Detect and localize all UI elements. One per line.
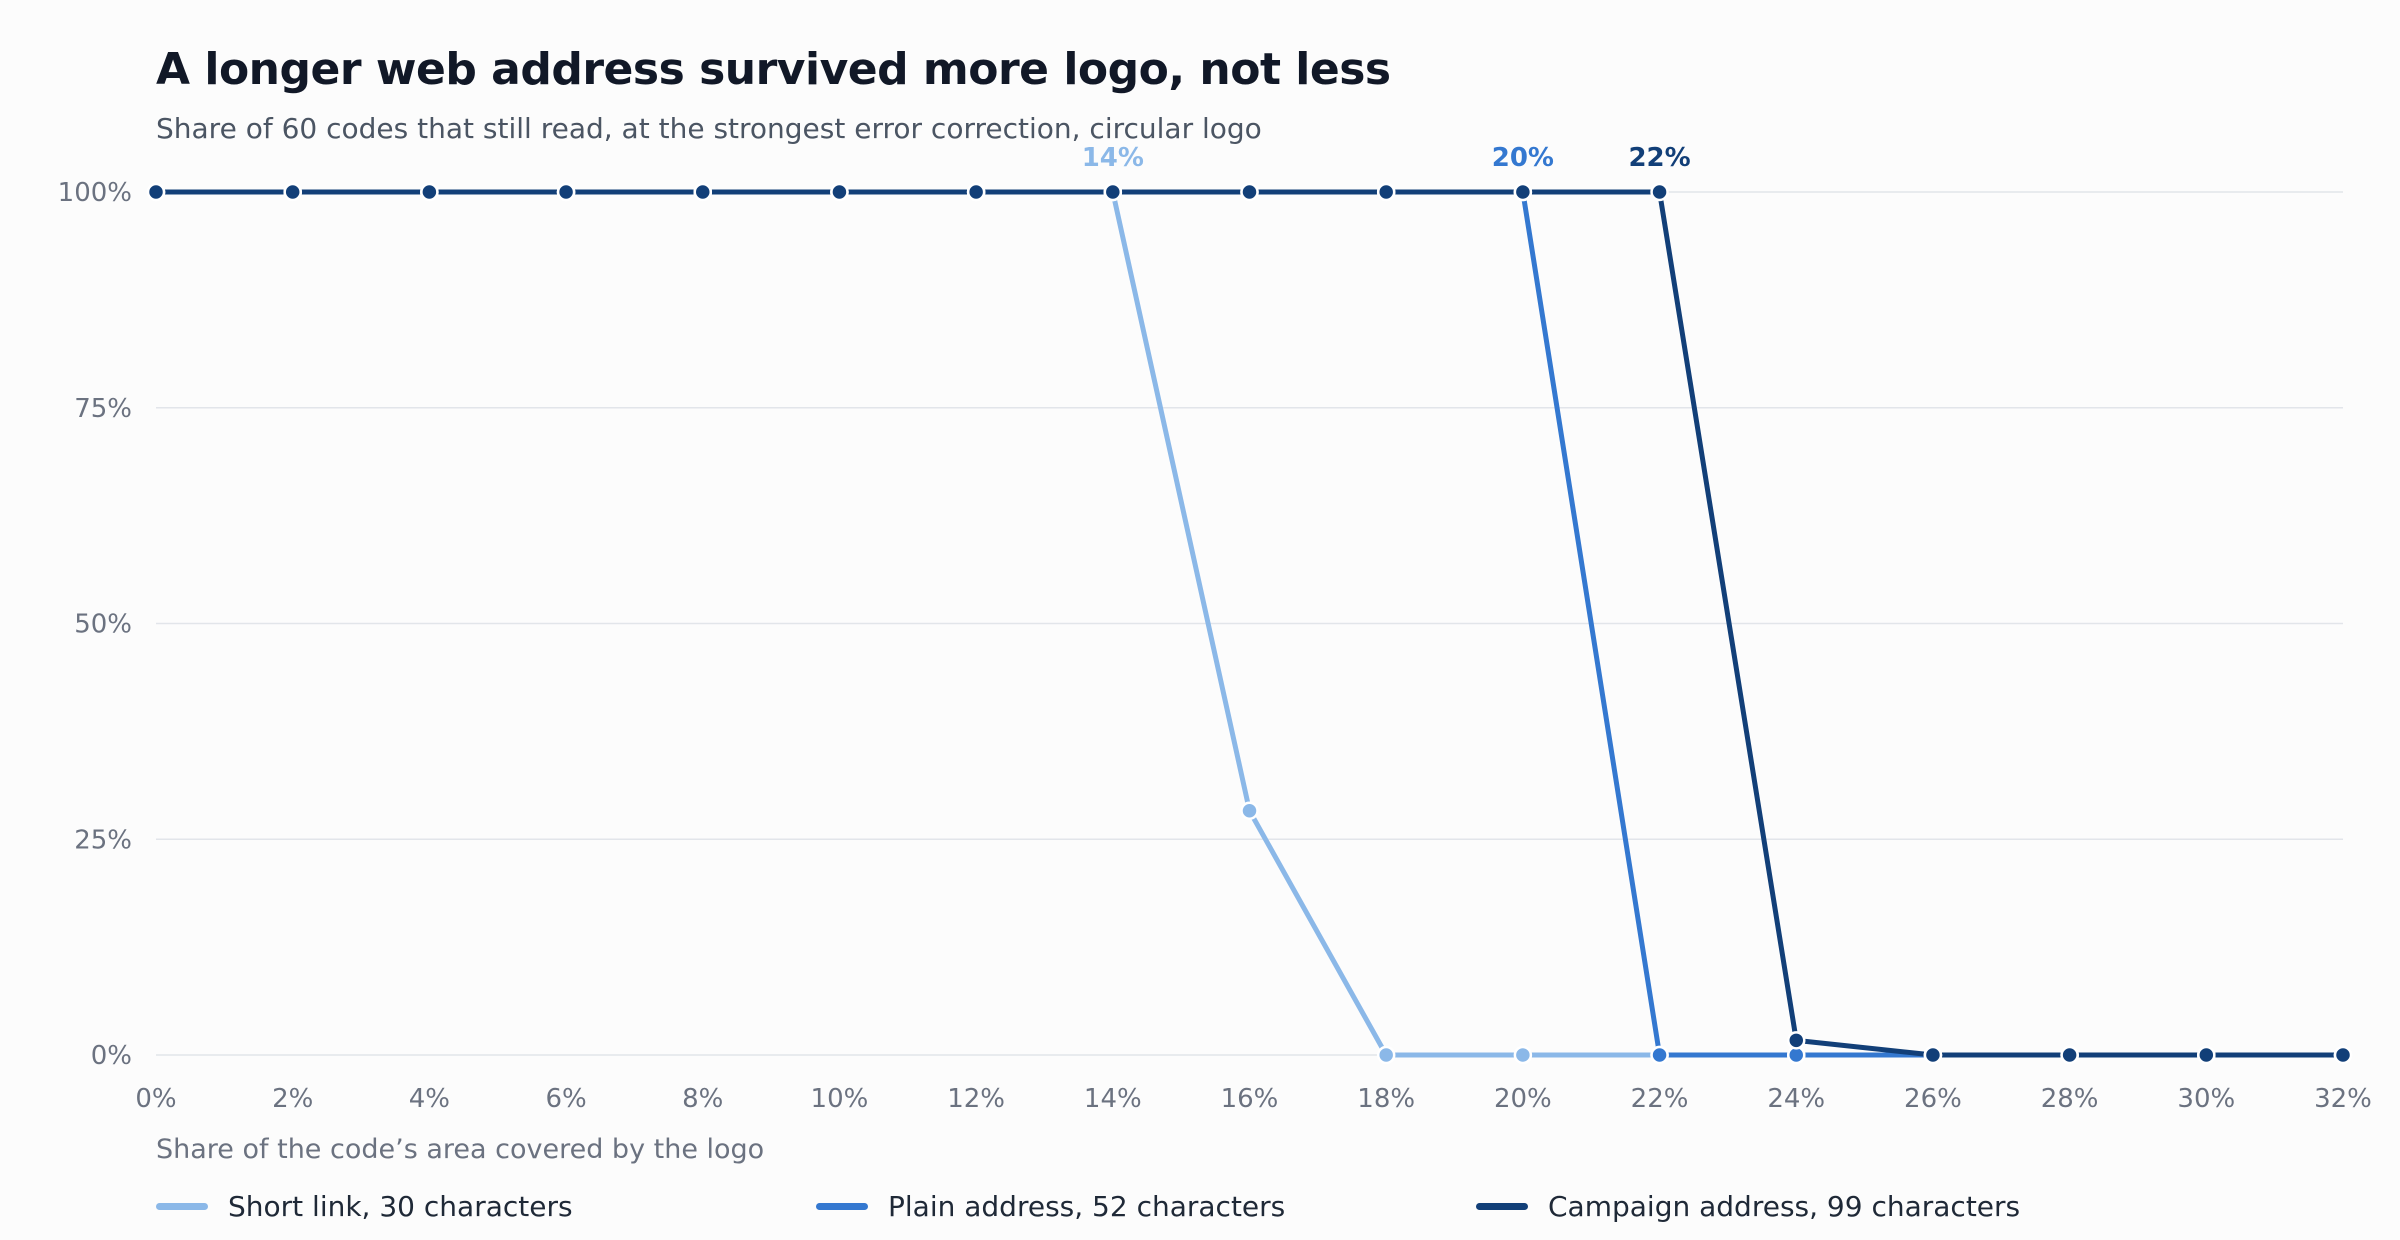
data-point-series-2 [1240,182,1259,202]
x-tick-label: 4% [409,1084,450,1114]
data-point-series-0 [1240,801,1259,821]
legend-swatch-short-link [156,1202,208,1210]
y-tick-label: 50% [74,610,132,640]
legend-item-short-link: Short link, 30 characters [156,1186,573,1226]
x-tick-label: 24% [1767,1084,1825,1114]
x-tick-label: 8% [682,1084,723,1114]
x-tick-label: 2% [272,1084,313,1114]
data-point-series-2 [693,182,712,202]
x-tick-label: 28% [2041,1084,2099,1114]
data-point-series-2 [420,182,439,202]
y-tick-label: 75% [74,394,132,424]
x-tick-label: 10% [811,1084,869,1114]
data-point-series-1 [1650,1045,1669,1065]
data-point-series-2 [2060,1045,2079,1065]
x-tick-label: 20% [1494,1084,1552,1114]
data-point-series-2 [1103,182,1123,202]
data-point-series-2 [283,182,302,202]
data-point-series-2 [146,182,166,202]
x-tick-label: 22% [1631,1084,1689,1114]
data-point-series-2 [556,182,576,202]
chart-title: A longer web address survived more logo,… [156,44,1391,95]
y-tick-label: 100% [58,178,132,208]
data-point-series-0 [1376,1045,1396,1065]
data-point-series-2 [1376,182,1396,202]
data-point-series-2 [966,182,986,202]
x-tick-label: 12% [947,1084,1005,1114]
y-tick-label: 25% [74,825,132,855]
data-point-series-2 [2197,1045,2216,1065]
x-tick-label: 30% [2177,1084,2235,1114]
x-tick-label: 16% [1221,1084,1279,1114]
x-tick-label: 14% [1084,1084,1142,1114]
legend-item-campaign-address: Campaign address, 99 characters [1476,1186,2020,1226]
legend-swatch-campaign-address [1476,1202,1528,1210]
legend-label-short-link: Short link, 30 characters [228,1189,573,1223]
x-tick-label: 32% [2314,1084,2372,1114]
legend-label-campaign-address: Campaign address, 99 characters [1548,1189,2021,1223]
threshold-label-series-1: 20% [1492,143,1554,173]
x-tick-label: 18% [1357,1084,1415,1114]
data-point-series-2 [830,182,849,202]
x-tick-label: 26% [1904,1084,1962,1114]
legend: Short link, 30 characters Plain address,… [156,1186,2336,1226]
x-tick-label: 6% [545,1084,586,1114]
threshold-label-series-2: 22% [1628,143,1690,173]
chart-subtitle: Share of 60 codes that still read, at th… [156,112,1262,145]
data-point-series-2 [1923,1045,1943,1065]
legend-swatch-plain-address [816,1202,868,1210]
legend-item-plain-address: Plain address, 52 characters [816,1186,1285,1226]
threshold-label-series-0: 14% [1082,143,1144,173]
y-tick-label: 0% [91,1041,132,1071]
x-tick-label: 0% [135,1084,176,1114]
data-point-series-2 [1513,182,1533,202]
x-axis-label: Share of the code’s area covered by the … [156,1134,765,1165]
data-point-series-2 [1650,182,1669,202]
legend-label-plain-address: Plain address, 52 characters [888,1189,1286,1223]
data-point-series-0 [1513,1045,1533,1065]
data-point-series-2 [1787,1031,1806,1050]
data-point-series-2 [2333,1045,2353,1065]
